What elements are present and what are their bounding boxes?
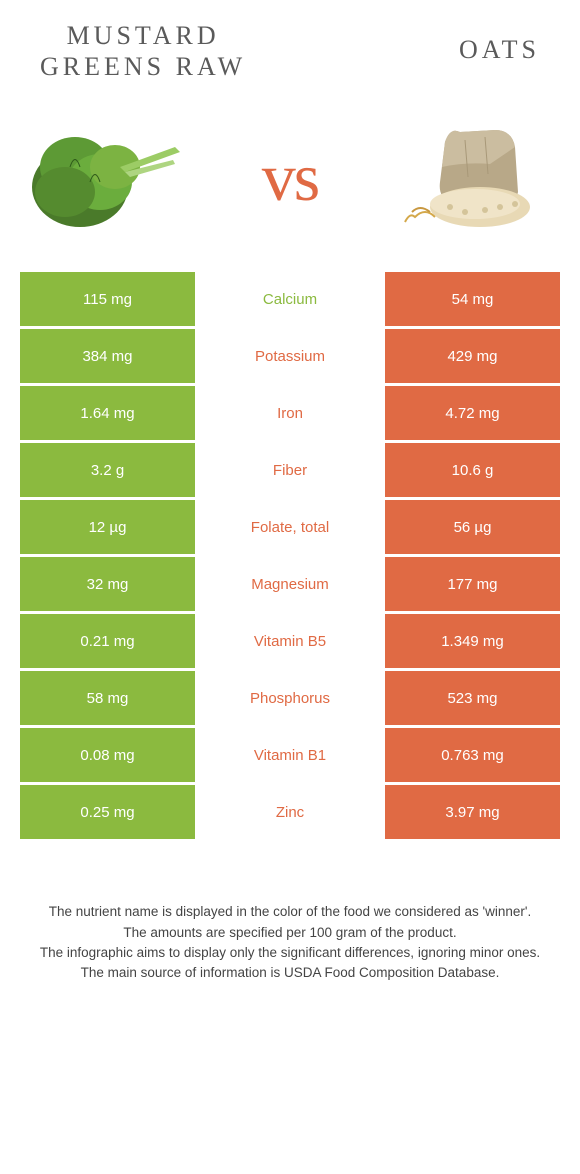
right-value: 1.349 mg (385, 614, 560, 668)
nutrient-name: Phosphorus (195, 671, 385, 725)
left-value: 0.21 mg (20, 614, 195, 668)
table-row: 32 mgMagnesium177 mg (20, 557, 560, 611)
food-image-right (390, 112, 555, 242)
header: MUSTARD GREENS RAW OATS (0, 0, 580, 82)
nutrient-name: Vitamin B1 (195, 728, 385, 782)
footer-line3: The infographic aims to display only the… (30, 943, 550, 963)
nutrient-name: Zinc (195, 785, 385, 839)
table-row: 58 mgPhosphorus523 mg (20, 671, 560, 725)
right-value: 429 mg (385, 329, 560, 383)
right-value: 0.763 mg (385, 728, 560, 782)
table-row: 0.08 mgVitamin B10.763 mg (20, 728, 560, 782)
left-value: 384 mg (20, 329, 195, 383)
food-left-line1: MUSTARD (67, 21, 220, 50)
left-value: 58 mg (20, 671, 195, 725)
right-value: 523 mg (385, 671, 560, 725)
right-value: 10.6 g (385, 443, 560, 497)
food-title-right: OATS (459, 20, 540, 82)
vs-label: vs (262, 138, 318, 217)
table-row: 1.64 mgIron4.72 mg (20, 386, 560, 440)
left-value: 1.64 mg (20, 386, 195, 440)
table-row: 384 mgPotassium429 mg (20, 329, 560, 383)
right-value: 4.72 mg (385, 386, 560, 440)
right-value: 177 mg (385, 557, 560, 611)
table-row: 0.21 mgVitamin B51.349 mg (20, 614, 560, 668)
nutrient-name: Iron (195, 386, 385, 440)
left-value: 0.25 mg (20, 785, 195, 839)
footer-line2: The amounts are specified per 100 gram o… (30, 923, 550, 943)
food-left-line2: GREENS RAW (40, 52, 246, 81)
nutrient-name: Calcium (195, 272, 385, 326)
food-title-left: MUSTARD GREENS RAW (40, 20, 246, 82)
left-value: 32 mg (20, 557, 195, 611)
left-value: 3.2 g (20, 443, 195, 497)
nutrient-table: 115 mgCalcium54 mg384 mgPotassium429 mg1… (20, 272, 560, 839)
right-value: 56 µg (385, 500, 560, 554)
images-row: vs (0, 82, 580, 272)
nutrient-name: Fiber (195, 443, 385, 497)
table-row: 12 µgFolate, total56 µg (20, 500, 560, 554)
nutrient-name: Magnesium (195, 557, 385, 611)
footer-line4: The main source of information is USDA F… (30, 963, 550, 983)
left-value: 115 mg (20, 272, 195, 326)
left-value: 0.08 mg (20, 728, 195, 782)
left-value: 12 µg (20, 500, 195, 554)
footer-notes: The nutrient name is displayed in the co… (0, 842, 580, 983)
nutrient-name: Vitamin B5 (195, 614, 385, 668)
food-image-left (25, 112, 190, 242)
nutrient-name: Folate, total (195, 500, 385, 554)
right-value: 3.97 mg (385, 785, 560, 839)
table-row: 3.2 gFiber10.6 g (20, 443, 560, 497)
table-row: 0.25 mgZinc3.97 mg (20, 785, 560, 839)
nutrient-name: Potassium (195, 329, 385, 383)
right-value: 54 mg (385, 272, 560, 326)
table-row: 115 mgCalcium54 mg (20, 272, 560, 326)
footer-line1: The nutrient name is displayed in the co… (30, 902, 550, 922)
